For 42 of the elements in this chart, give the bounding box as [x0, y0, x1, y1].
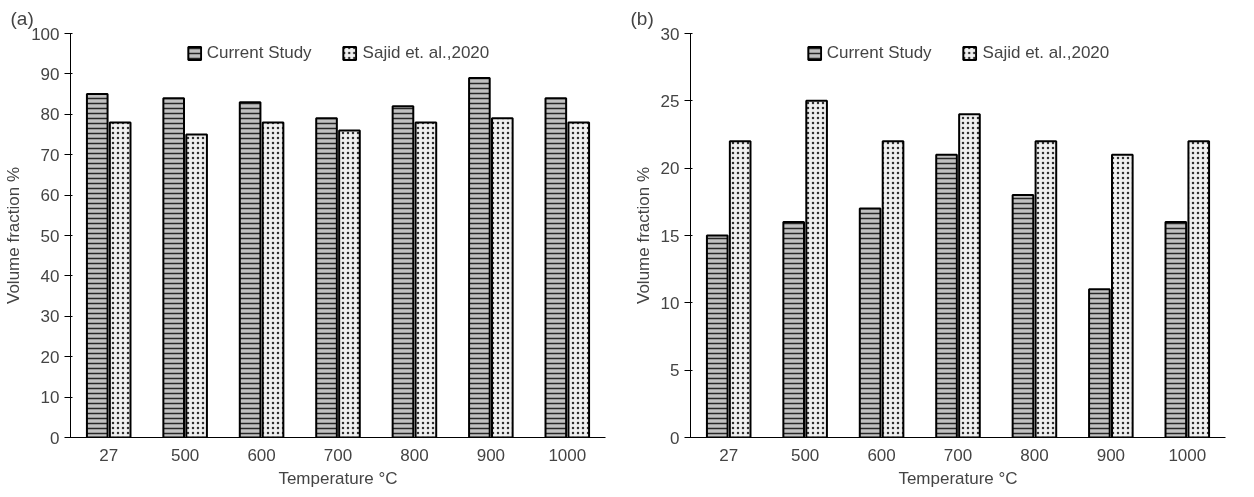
x-tick-label: 1000: [1168, 445, 1207, 465]
y-tick-label: 0: [670, 428, 680, 448]
y-tick-label: 40: [40, 266, 60, 286]
y-tick-label: 15: [660, 226, 680, 246]
x-tick-label: 27: [719, 445, 739, 465]
y-tick-label: 100: [31, 24, 60, 44]
legend-label: Sajid et. al.,2020: [362, 43, 490, 63]
x-tick-label: 600: [867, 445, 896, 465]
y-tick-label: 10: [40, 388, 60, 408]
y-tick-label: 50: [40, 226, 60, 246]
x-tick-label: 700: [323, 445, 353, 465]
chart-title: (a): [10, 7, 34, 29]
y-tick-label: 30: [40, 307, 60, 327]
x-tick-label: 800: [1020, 445, 1049, 465]
y-tick-label: 90: [40, 64, 60, 84]
legend-label: Current Study: [826, 43, 932, 63]
y-tick-label: 10: [660, 293, 680, 313]
x-tick-label: 500: [790, 445, 820, 465]
x-tick-label: 700: [943, 445, 973, 465]
y-axis-title: Volume fraction %: [633, 166, 653, 305]
y-tick-label: 25: [660, 91, 680, 111]
y-tick-label: 20: [40, 347, 60, 367]
x-tick-label: 600: [247, 445, 276, 465]
x-axis-title: Temperature °C: [898, 468, 1018, 488]
x-tick-label: 1000: [548, 445, 587, 465]
x-tick-label: 800: [400, 445, 429, 465]
y-axis-title: Volume fraction %: [4, 166, 24, 305]
y-tick-label: 80: [40, 105, 60, 125]
chart-title: (b): [630, 7, 654, 29]
x-axis-title: Temperature °C: [278, 468, 398, 488]
y-tick-label: 5: [670, 361, 680, 381]
y-tick-label: 0: [50, 428, 60, 448]
x-tick-label: 900: [476, 445, 506, 465]
legend-label: Sajid et. al.,2020: [982, 43, 1110, 63]
x-tick-label: 900: [1096, 445, 1126, 465]
x-tick-label: 500: [170, 445, 200, 465]
x-tick-label: 27: [99, 445, 119, 465]
y-tick-label: 70: [40, 145, 60, 165]
legend-label: Current Study: [206, 43, 312, 63]
y-tick-label: 60: [40, 186, 60, 206]
y-tick-label: 30: [660, 24, 680, 44]
y-tick-label: 20: [660, 159, 680, 179]
